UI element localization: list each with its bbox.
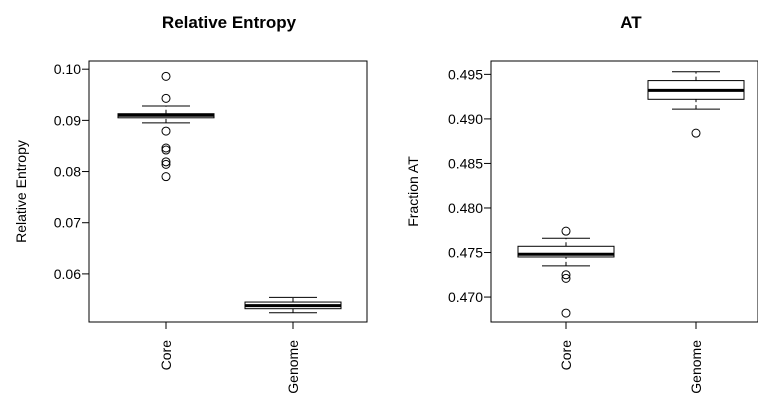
y-tick-label: 0.475 — [448, 245, 483, 261]
x-tick-label-genome: Genome — [285, 340, 301, 394]
outlier-point — [561, 270, 571, 280]
y-tick-label: 0.06 — [54, 266, 81, 282]
chart-panel-1: Relative Entropy 0.06 0.07 0.08 0.09 0.10 Rela… — [13, 13, 368, 394]
y-tick-label: 0.07 — [54, 215, 81, 231]
y-tick-label: 0.490 — [448, 111, 483, 127]
outlier-point — [561, 226, 571, 236]
outlier-point — [161, 145, 171, 155]
chart-panel-2: AT 0.470 0.475 0.480 0.485 0.490 0.495 Fraction… — [405, 13, 758, 394]
box-genome — [647, 71, 745, 138]
y-tick-label: 0.09 — [54, 112, 81, 128]
x-tick-label-core: Core — [158, 340, 174, 371]
x-tick-label-genome: Genome — [688, 340, 704, 394]
x-tick-label-core: Core — [558, 340, 574, 371]
box-core — [517, 226, 615, 318]
box-core — [117, 71, 215, 182]
plot-frame — [490, 60, 758, 323]
outlier-point — [161, 93, 171, 103]
outlier-point — [161, 143, 171, 153]
outlier-point — [161, 172, 171, 182]
y-axis-label: Relative Entropy — [13, 140, 29, 243]
outlier-point — [161, 159, 171, 169]
outlier-point — [691, 128, 701, 138]
outlier-point — [561, 308, 571, 318]
outlier-point — [161, 71, 171, 81]
outlier-point — [561, 273, 571, 283]
y-tick-label: 0.10 — [54, 61, 81, 77]
box-iqr — [517, 245, 615, 258]
outlier-point — [161, 126, 171, 136]
y-axis-label: Fraction AT — [405, 156, 421, 227]
chart-title: Relative Entropy — [162, 13, 297, 32]
y-tick-label: 0.08 — [54, 164, 81, 180]
y-tick-label: 0.470 — [448, 289, 483, 305]
outlier-point — [161, 157, 171, 167]
y-tick-label: 0.485 — [448, 155, 483, 171]
plot-frame — [88, 60, 368, 323]
box-genome — [244, 296, 342, 314]
chart-title: AT — [620, 13, 642, 32]
y-tick-label: 0.480 — [448, 200, 483, 216]
y-tick-label: 0.495 — [448, 66, 483, 82]
